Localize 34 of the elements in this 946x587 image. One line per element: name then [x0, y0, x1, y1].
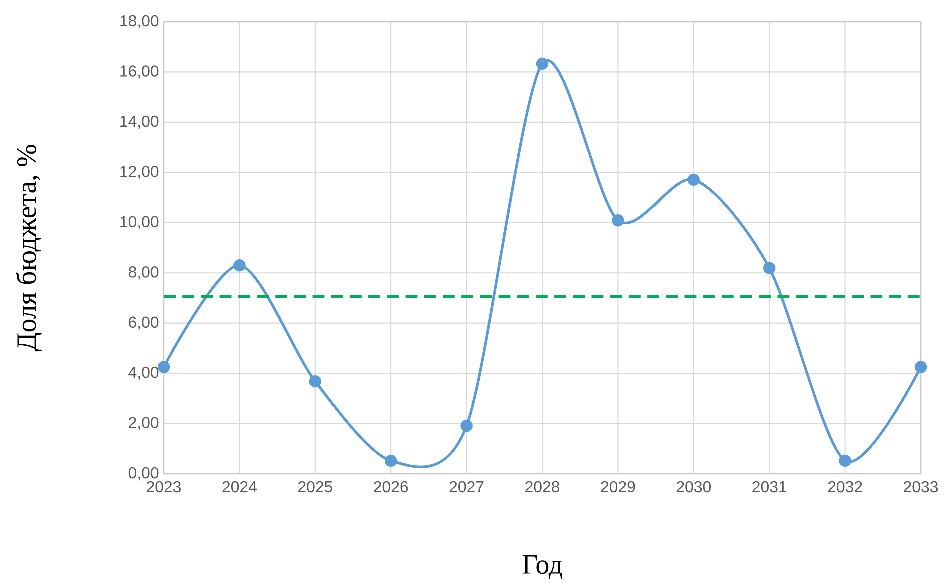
- x-tick-label: 2029: [601, 481, 636, 493]
- y-tick-label: 18,00: [120, 15, 159, 29]
- y-tick-label: 14,00: [120, 116, 159, 130]
- x-tick-label: 2028: [526, 481, 560, 493]
- y-tick-label: 6,00: [129, 316, 159, 330]
- x-tick-label: 2025: [298, 481, 332, 493]
- point: [763, 262, 776, 274]
- point: [158, 361, 170, 374]
- x-axis-title: Год: [522, 556, 562, 580]
- x-tick-label: 2031: [752, 481, 787, 493]
- point: [536, 58, 549, 70]
- point: [460, 420, 473, 432]
- y-tick-label: 12,00: [120, 166, 159, 180]
- point: [309, 375, 322, 388]
- y-tick-label: 16,00: [120, 66, 159, 79]
- x-tick-label: 2024: [222, 481, 257, 493]
- y-tick-label: 0,00: [128, 467, 159, 481]
- x-tick-label: 2032: [828, 481, 862, 493]
- y-tick-label: 4,00: [128, 366, 159, 380]
- x-tick-label: 2033: [904, 481, 938, 493]
- y-axis-title: Доля бюджета, %: [16, 145, 42, 352]
- point: [839, 454, 852, 468]
- x-tick-label: 2030: [676, 481, 712, 493]
- x-tick-label: 2023: [147, 481, 182, 493]
- point: [612, 214, 624, 227]
- point: [688, 174, 700, 186]
- y-tick-label: 8,00: [128, 266, 159, 280]
- point: [384, 454, 398, 468]
- point: [914, 361, 928, 374]
- y-tick-label: 2,00: [129, 417, 159, 430]
- x-tick-label: 2026: [374, 481, 408, 493]
- y-tick-label: 10,00: [120, 216, 159, 230]
- x-tick-label: 2027: [450, 481, 484, 493]
- point: [234, 259, 246, 272]
